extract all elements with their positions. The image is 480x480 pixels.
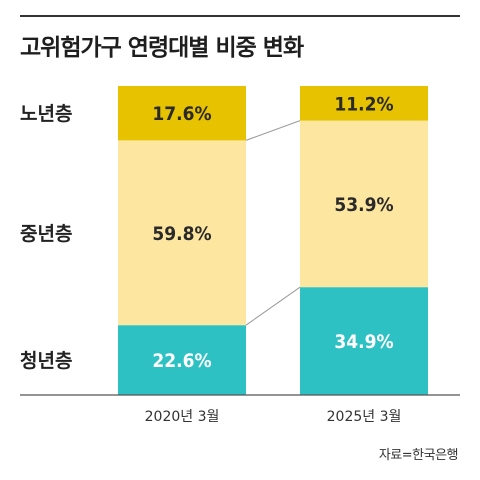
data-label: 22.6%: [152, 350, 211, 372]
data-label: 59.8%: [152, 223, 211, 245]
x-tick-label: 2025년 3월: [327, 409, 402, 425]
data-label: 17.6%: [152, 103, 211, 125]
series-label: 중년층: [20, 223, 72, 245]
bar-segment-2-2: [300, 120, 428, 288]
source-note: 자료=한국은행: [378, 448, 459, 463]
bar-segment-2-3: [300, 86, 428, 121]
x-tick-label: 2020년 3월: [145, 409, 220, 425]
bar-segment-1-1: [118, 325, 246, 395]
top-rule: [20, 15, 460, 17]
connector-line: [245, 120, 301, 141]
chart-title: 고위험가구 연령대별 비중 변화: [20, 35, 304, 61]
bar-segment-1-3: [118, 86, 246, 141]
connector-line: [245, 286, 301, 326]
series-label: 청년층: [20, 350, 72, 372]
bar-segment-2-1: [300, 287, 428, 395]
data-label: 53.9%: [334, 194, 393, 216]
bar-segment-1-2: [118, 140, 246, 326]
data-label: 11.2%: [334, 93, 393, 115]
series-label: 노년층: [20, 103, 72, 125]
data-label: 34.9%: [334, 331, 393, 353]
